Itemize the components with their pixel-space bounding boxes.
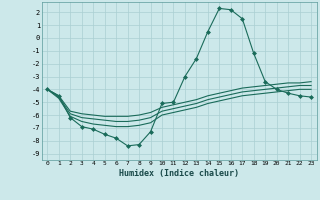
X-axis label: Humidex (Indice chaleur): Humidex (Indice chaleur) <box>119 169 239 178</box>
